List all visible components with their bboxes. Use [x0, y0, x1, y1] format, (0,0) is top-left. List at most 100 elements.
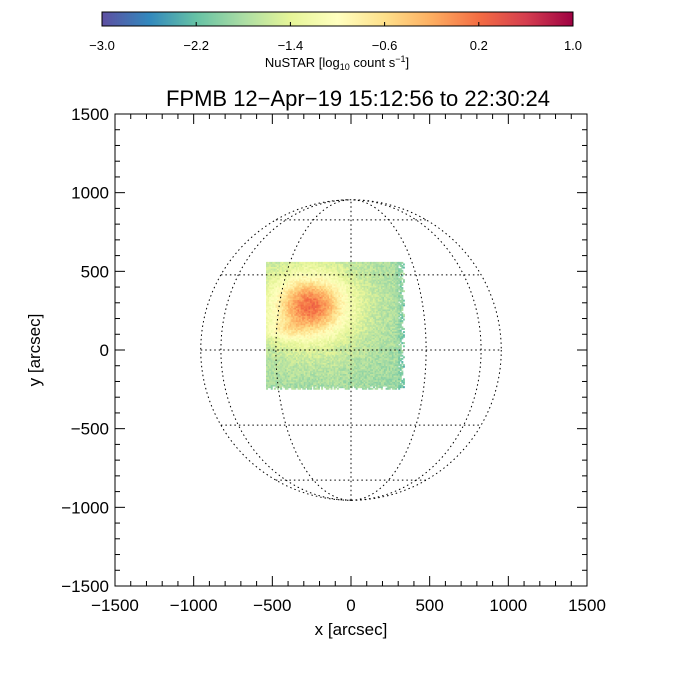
heatmap-cell [270, 291, 273, 294]
heatmap-cell [283, 368, 286, 371]
heatmap-cell [310, 294, 313, 297]
heatmap-cell [291, 285, 294, 288]
heatmap-cell [327, 370, 330, 373]
heatmap-cell [294, 367, 297, 370]
heatmap-cell [269, 373, 272, 376]
heatmap-cell [349, 370, 352, 373]
heatmap-cell [311, 379, 314, 382]
heatmap-cell [280, 316, 283, 319]
heatmap-cell [347, 318, 350, 321]
heatmap-cell [349, 283, 352, 286]
heatmap-cell [347, 334, 350, 337]
heatmap-cell [286, 320, 289, 323]
heatmap-cell [332, 315, 335, 318]
heatmap-cell [327, 263, 330, 266]
heatmap-cell [311, 332, 314, 335]
heatmap-cell [327, 379, 330, 382]
heatmap-cell [332, 310, 335, 313]
heatmap-cell [269, 266, 272, 269]
heatmap-cell [347, 324, 350, 327]
heatmap-cell [294, 370, 297, 373]
heatmap-cell [273, 383, 276, 386]
heatmap-cell [283, 318, 286, 321]
heatmap-cell [347, 294, 350, 297]
heatmap-cell [273, 351, 276, 354]
heatmap-cell [324, 338, 327, 341]
heatmap-cell [297, 354, 300, 357]
heatmap-cell [311, 373, 314, 376]
heatmap-cell [335, 383, 338, 386]
heatmap-cell [278, 285, 281, 288]
heatmap-cell [324, 299, 327, 302]
heatmap-cell [288, 337, 291, 340]
heatmap-cell [343, 331, 346, 334]
heatmap-cell [269, 332, 272, 335]
heatmap-cell [277, 338, 280, 341]
heatmap-cell [295, 293, 298, 296]
heatmap-cell [319, 338, 322, 341]
heatmap-cell [297, 376, 300, 379]
heatmap-cell [303, 368, 306, 371]
heatmap-cell [299, 370, 302, 373]
heatmap-cell [352, 334, 355, 337]
heatmap-cell [308, 309, 311, 312]
heatmap-cell [300, 359, 303, 362]
heatmap-cell [333, 310, 336, 313]
heatmap-cell [286, 294, 289, 297]
heatmap-cell [325, 345, 328, 348]
heatmap-cell [358, 368, 361, 371]
heatmap-cell [289, 266, 292, 269]
heatmap-cell [277, 302, 280, 305]
heatmap-cell [313, 384, 316, 387]
heatmap-cell [324, 321, 327, 324]
heatmap-cell [281, 268, 284, 271]
heatmap-cell [322, 318, 325, 321]
heatmap-cell [362, 294, 364, 297]
heatmap-cell [354, 348, 357, 351]
heatmap-cell [358, 272, 361, 275]
heatmap-cell [284, 384, 287, 387]
heatmap-cell [327, 356, 330, 359]
heatmap-cell [303, 271, 306, 274]
heatmap-cell [355, 346, 358, 349]
heatmap-cell [302, 304, 305, 307]
heatmap-cell [339, 279, 342, 282]
heatmap-cell [313, 268, 316, 271]
heatmap-cell [360, 263, 363, 266]
heatmap-cell [270, 296, 273, 299]
heatmap-cell [277, 365, 280, 368]
heatmap-cell [316, 387, 319, 390]
heatmap-cell [288, 293, 291, 296]
heatmap-cell [270, 274, 273, 277]
heatmap-cell [272, 376, 275, 379]
heatmap-cell [351, 351, 353, 354]
heatmap-cell [322, 299, 325, 302]
heatmap-cell [336, 331, 339, 334]
heatmap-cell [297, 290, 300, 293]
heatmap-cell [273, 283, 276, 286]
heatmap-cell [355, 274, 358, 277]
heatmap-cell [308, 334, 311, 337]
heatmap-cell [343, 312, 346, 315]
heatmap-cell [358, 359, 361, 362]
heatmap-cell [338, 324, 341, 327]
heatmap-cell [322, 346, 325, 349]
heatmap-cell [349, 365, 352, 368]
heatmap-cell [358, 305, 361, 308]
heatmap-cell [344, 329, 347, 332]
heatmap-cell [319, 315, 322, 318]
heatmap-cell [328, 288, 331, 291]
heatmap-cell [277, 277, 280, 280]
heatmap-cell [300, 310, 303, 313]
heatmap-cell [332, 337, 335, 340]
heatmap-cell [283, 294, 286, 297]
heatmap-cell [362, 272, 364, 275]
heatmap-cell [338, 329, 341, 332]
heatmap-cell [351, 350, 353, 352]
heatmap-cell [362, 307, 364, 310]
heatmap-cell [284, 348, 287, 351]
heatmap-cell [332, 288, 335, 291]
heatmap-cell [275, 338, 278, 341]
heatmap-cell [349, 276, 352, 279]
heatmap-cell [278, 282, 281, 285]
